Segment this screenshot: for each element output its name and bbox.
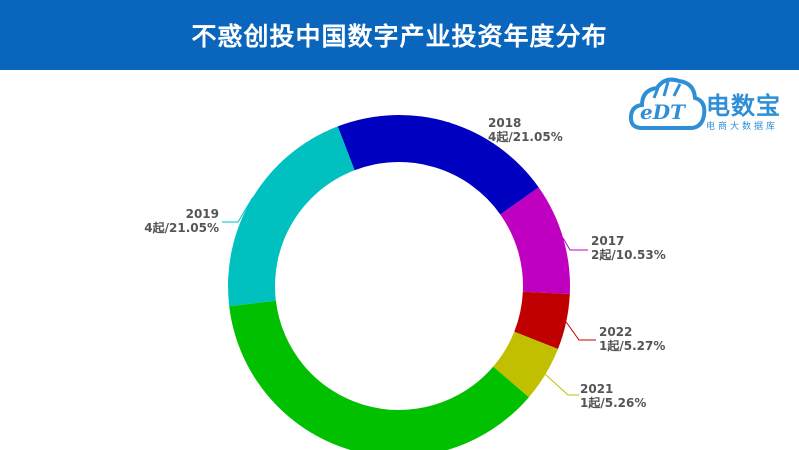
donut-slice-2022: [514, 291, 570, 350]
logo-mark: eDT: [640, 100, 685, 124]
slice-value-2018: 4起/21.05%: [488, 129, 563, 144]
slice-label-2018: 2018: [488, 116, 521, 130]
leader-line-2018: [448, 122, 485, 141]
title-bar: 不惑创投中国数字产业投资年度分布: [0, 0, 799, 70]
slice-label-2022: 2022: [599, 325, 632, 339]
leader-line-2022: [565, 321, 596, 341]
donut-slice-2020: [229, 300, 529, 450]
page-title: 不惑创投中国数字产业投资年度分布: [191, 22, 608, 51]
logo-subtitle: 电商大数据库: [706, 122, 779, 132]
slice-label-2019: 2019: [186, 207, 219, 221]
slice-label-2017: 2017: [591, 234, 624, 248]
leader-line-2019: [222, 197, 254, 223]
slice-value-2017: 2起/10.53%: [591, 247, 666, 262]
slice-label-2021: 2021: [580, 382, 613, 396]
cloud-logo-icon: [628, 77, 707, 130]
slice-value-2021: 1起/5.26%: [580, 395, 646, 410]
logo-brand: 电数宝: [706, 92, 781, 120]
leader-line-2021: [545, 373, 579, 396]
slice-value-2022: 1起/5.27%: [599, 338, 665, 353]
logo: eDT 电数宝 电商大数据库: [628, 74, 794, 136]
donut-slice-2018: [337, 115, 539, 215]
donut-slice-2017: [500, 187, 570, 295]
donut-slice-2019: [227, 126, 355, 307]
slice-value-2019: 4起/21.05%: [144, 220, 219, 235]
leader-line-2017: [562, 237, 588, 251]
donut-slice-2021: [493, 331, 558, 398]
